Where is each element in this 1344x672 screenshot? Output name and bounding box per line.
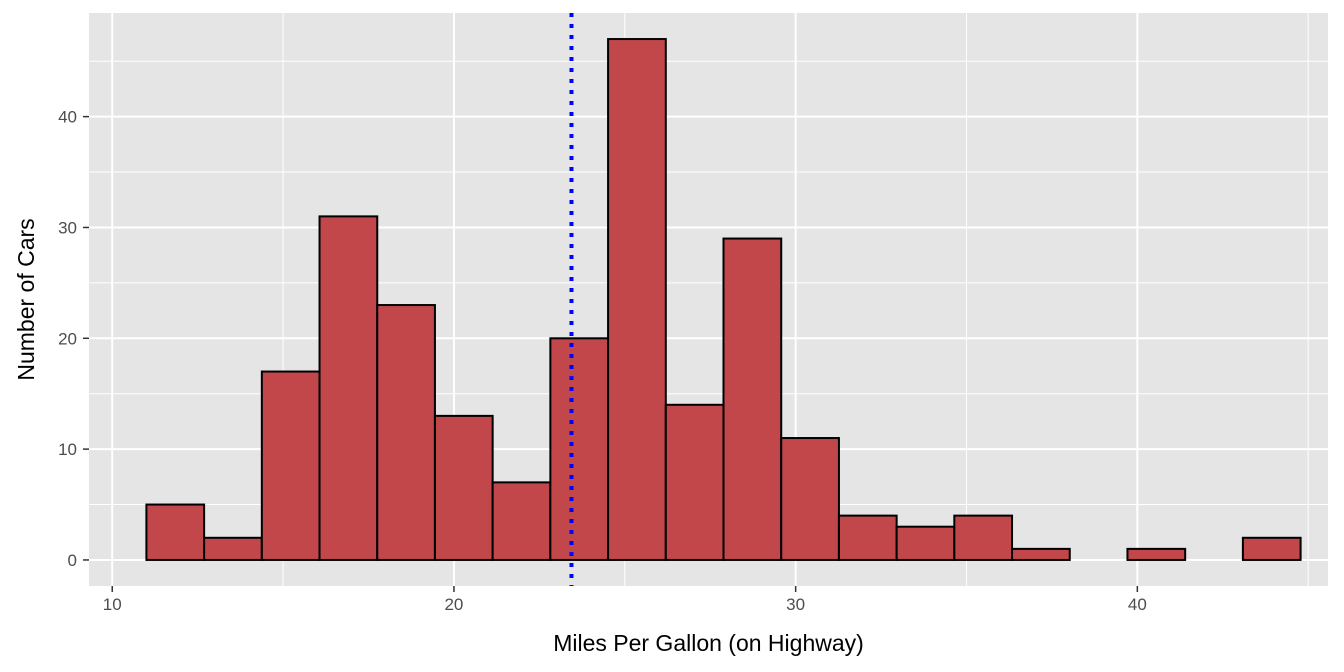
y-axis-title: Number of Cars (13, 218, 39, 380)
histogram-bar (1126, 547, 1187, 561)
histogram-bar (318, 215, 379, 561)
histogram-bar (145, 503, 206, 561)
y-tick-label: 0 (68, 551, 77, 570)
histogram-bar (549, 337, 610, 561)
histogram-bar (780, 437, 840, 561)
x-axis-title: Miles Per Gallon (on Highway) (553, 630, 864, 656)
y-tick-label: 30 (58, 218, 77, 237)
y-axis: 0 10 20 30 40 (58, 108, 89, 570)
x-tick-label: 40 (1128, 595, 1147, 614)
histogram-bar (607, 38, 667, 561)
x-axis: 10 20 30 40 (103, 586, 1147, 614)
histogram-bar (664, 403, 725, 561)
histogram-bar (837, 514, 898, 561)
x-tick-label: 20 (444, 595, 463, 614)
histogram-bars (145, 38, 1302, 561)
x-tick-label: 10 (103, 595, 122, 614)
y-tick-label: 20 (58, 329, 77, 348)
histogram-bar (203, 536, 263, 561)
histogram-bar (1011, 547, 1071, 561)
histogram-bar (895, 525, 956, 561)
histogram-bar (953, 514, 1014, 561)
histogram-bar (260, 370, 321, 561)
y-tick-label: 40 (58, 108, 77, 127)
histogram-bar (491, 481, 552, 561)
histogram-bar (376, 304, 436, 561)
x-tick-label: 30 (786, 595, 805, 614)
histogram-bar (1241, 536, 1302, 561)
histogram-bar (433, 414, 494, 561)
y-tick-label: 10 (58, 440, 77, 459)
histogram-bar (722, 237, 783, 561)
